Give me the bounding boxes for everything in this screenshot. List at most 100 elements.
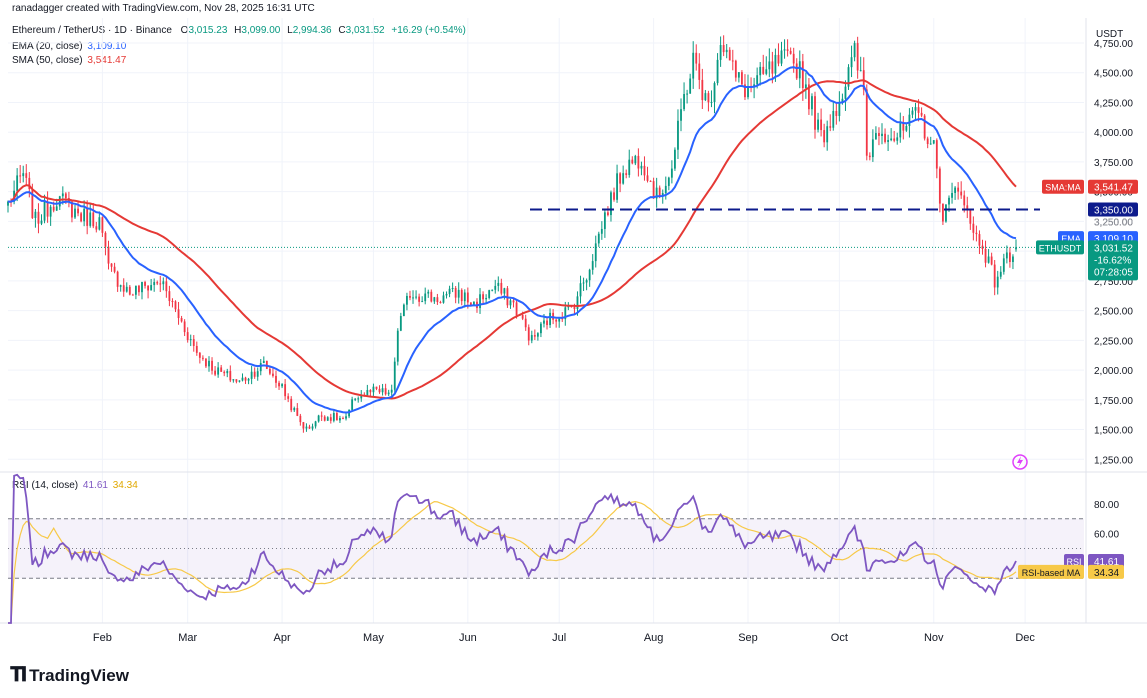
candle-body [728, 49, 731, 61]
candle-body [421, 301, 424, 303]
candle-body [275, 375, 277, 383]
candle-body [972, 223, 975, 233]
candle-body [128, 286, 131, 295]
candle-body [268, 368, 271, 374]
candle-body [707, 93, 710, 103]
candle-body [658, 187, 661, 196]
candle-body [957, 187, 960, 192]
candle-body [278, 382, 280, 387]
candle-body [360, 394, 363, 399]
candle-body [463, 292, 466, 302]
candle-body [180, 318, 183, 322]
tradingview-logo[interactable]: 𝐓𝐈 TradingView [10, 664, 129, 687]
candle-body [607, 212, 609, 216]
candle-body [811, 96, 813, 110]
candle-body [262, 360, 265, 364]
candle-body [244, 377, 247, 381]
candle-body [503, 288, 506, 294]
y-tick-label: 3,750.00 [1094, 158, 1133, 169]
candle-body [637, 155, 640, 169]
ema-20-line [8, 66, 1017, 414]
candle-body [878, 133, 880, 137]
candle-body [460, 289, 463, 302]
ema-price-text: 3,109.10 [1094, 234, 1133, 245]
ohlc-h: 3,099.00 [241, 25, 281, 36]
ohlc-change: +16.29 (+0.54%) [391, 25, 466, 36]
candle-body [859, 70, 862, 72]
candle-body [716, 59, 719, 84]
candle-body [183, 321, 186, 333]
candle-body [549, 312, 551, 326]
candle-body [418, 296, 421, 302]
candle-body [677, 120, 679, 150]
rsi-value-text: 41.61 [1094, 557, 1119, 568]
sma-legend[interactable]: SMA (50, close) 3,541.47 [12, 55, 126, 66]
candle-body [427, 291, 430, 294]
candle-body [116, 271, 119, 287]
candle-body [646, 175, 649, 181]
candle-body [482, 294, 484, 300]
candle-body [804, 84, 807, 89]
candle-body [527, 327, 530, 341]
candle-body [911, 110, 914, 115]
candle-body [92, 212, 95, 227]
candle-body [540, 323, 542, 334]
candle-body [832, 110, 835, 128]
candle-body [905, 126, 908, 131]
candle-body [990, 256, 993, 265]
candle-body [351, 399, 354, 410]
candle-body [186, 332, 189, 341]
candle-body [509, 300, 512, 306]
candle-body [719, 45, 722, 60]
candle-body [89, 212, 92, 226]
candle-body [619, 173, 622, 184]
candle-body [402, 304, 405, 317]
candle-body [808, 84, 810, 110]
candle-body [55, 206, 58, 211]
candle-body [701, 79, 704, 101]
candle-body [975, 232, 978, 235]
candle-body [643, 165, 646, 176]
candle-body [238, 380, 241, 382]
ohlc-l: 2,994.36 [292, 25, 332, 36]
last-change-text: -16.62% [1094, 255, 1131, 266]
rsi-legend[interactable]: RSI (14, close) 41.61 34.34 [12, 480, 138, 491]
brand-name: TradingView [29, 665, 129, 685]
candle-body [104, 232, 107, 247]
candle-body [473, 301, 475, 306]
candle-body [661, 193, 664, 196]
candle-body [631, 159, 634, 164]
ema-legend[interactable]: EMA (20, close) 3,109.10 [12, 41, 126, 52]
currency-label[interactable]: USDT [1096, 29, 1124, 40]
candle-body [564, 307, 567, 320]
rsi-ma-value-label [1088, 564, 1124, 579]
candle-body [393, 361, 396, 390]
candle-body [381, 388, 384, 393]
candle-body [296, 408, 299, 416]
candle-body [326, 417, 329, 421]
y-tick-label: 4,750.00 [1094, 39, 1133, 50]
candle-body [214, 370, 216, 375]
candle-body [783, 49, 786, 51]
candle-body [686, 93, 689, 95]
ohlc-l-label: L [287, 25, 293, 36]
candle-body [993, 264, 996, 288]
candle-body [896, 137, 899, 141]
y-tick-label: 4,250.00 [1094, 98, 1133, 109]
candle-body [211, 360, 213, 371]
candle-body [488, 290, 491, 298]
candle-body [448, 288, 451, 294]
candle-body [625, 173, 628, 175]
candle-body [479, 294, 481, 309]
candle-body [52, 206, 55, 211]
candle-body [634, 155, 637, 164]
x-tick-label-jul: Jul [552, 632, 566, 644]
candle-body [533, 335, 536, 337]
candle-body [768, 61, 771, 70]
candle-body [16, 175, 19, 191]
last-price-label [1088, 240, 1138, 281]
candle-body [585, 280, 588, 283]
candle-body [680, 109, 682, 121]
candle-body [814, 96, 816, 130]
